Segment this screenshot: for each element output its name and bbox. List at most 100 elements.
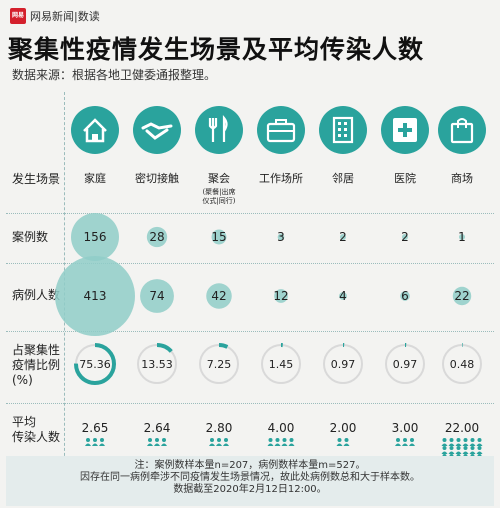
patients-value: 4	[339, 289, 347, 303]
patients-bubble	[339, 292, 347, 300]
person-icon	[274, 443, 281, 446]
person-icon	[409, 443, 415, 446]
row-label-patients: 病例人数	[12, 288, 61, 302]
category-label: 工作场所	[259, 171, 303, 185]
row-label-share-line: 疫情比例	[12, 358, 61, 372]
person-icon	[462, 443, 469, 446]
shopping-bag-icon-body	[450, 122, 474, 144]
person-icon	[395, 443, 401, 446]
share-value: 13.53	[141, 358, 173, 371]
person-icon	[469, 443, 476, 446]
person-icon	[344, 438, 349, 442]
category-label: 医院	[394, 171, 416, 185]
cases-bubble	[340, 234, 346, 240]
person-icon	[155, 438, 159, 442]
category-label: 邻居	[332, 172, 354, 185]
briefcase-icon-body	[266, 122, 296, 143]
person-icon	[217, 438, 221, 442]
person-icon	[275, 438, 280, 442]
person-icon	[209, 443, 215, 446]
person-icon	[449, 446, 454, 450]
building-icon-window	[338, 122, 341, 125]
category-sublabel: (聚餐|出席	[202, 187, 235, 196]
person-icon	[147, 443, 153, 446]
cases-bubble	[277, 233, 285, 241]
building-icon-window	[344, 128, 347, 131]
person-icon	[99, 443, 105, 446]
patients-bubble	[206, 283, 232, 309]
person-icon	[402, 443, 408, 446]
share-value: 75.36	[79, 358, 111, 371]
avg-value: 4.00	[268, 421, 295, 435]
avg-value: 2.65	[82, 421, 109, 435]
patients-value: 22	[454, 289, 469, 303]
person-icon	[455, 451, 462, 454]
person-icon	[267, 443, 274, 446]
person-icon	[477, 446, 482, 450]
category-icon-circle	[319, 106, 367, 154]
cases-bubble	[71, 213, 119, 261]
person-icon	[282, 438, 287, 442]
share-value: 1.45	[269, 358, 294, 371]
person-icon	[336, 443, 343, 446]
person-icon	[456, 438, 461, 442]
row-label-share-line: 占聚集性	[12, 343, 61, 357]
patients-bubble	[452, 286, 472, 306]
chart-title: 聚集性疫情发生场景及平均传染人数	[8, 35, 425, 64]
person-icon	[216, 443, 222, 446]
person-icon	[148, 438, 152, 442]
patients-bubble	[55, 256, 135, 336]
person-icon	[288, 443, 295, 446]
person-icon	[441, 451, 448, 454]
medical-cross-icon-cross	[398, 123, 412, 137]
person-icon	[470, 438, 475, 442]
footnote: 注：案例数样本量n=207，病例数样本量m=527。 因存在同一病例牵涉不同疫情…	[6, 456, 494, 506]
person-icon	[476, 443, 483, 446]
row-label-avg: 平均 传染人数	[12, 415, 60, 445]
person-icon	[86, 438, 90, 442]
person-icon	[210, 438, 214, 442]
category-icon-circle	[71, 106, 119, 154]
building-icon-window	[344, 122, 347, 125]
avg-value: 2.80	[206, 421, 233, 435]
row-label-share: 占聚集性 疫情比例 (%)	[12, 343, 60, 388]
person-icon	[403, 438, 407, 442]
patients-value: 74	[149, 289, 164, 303]
person-icon	[92, 443, 98, 446]
person-icon	[85, 443, 91, 446]
share-arc	[156, 343, 173, 353]
row-label-avg-line: 平均	[12, 415, 37, 429]
row-label-avg-line: 传染人数	[12, 430, 61, 444]
person-icon	[162, 438, 166, 442]
category-label: 家庭	[84, 171, 106, 185]
person-icon	[93, 438, 97, 442]
person-icon	[448, 443, 455, 446]
person-icon	[442, 438, 447, 442]
person-icon	[100, 438, 104, 442]
row-divider	[6, 403, 494, 405]
person-icon	[343, 443, 350, 446]
note-line: 注：案例数样本量n=207，病例数样本量m=527。	[134, 460, 366, 471]
patients-value: 12	[273, 289, 288, 303]
cases-bubble	[146, 226, 168, 248]
cases-value: 2	[401, 230, 409, 244]
house-icon-door	[92, 134, 98, 141]
brand-name: 网易新闻|数读	[30, 10, 100, 23]
person-icon	[456, 446, 461, 450]
person-icon	[224, 438, 228, 442]
cases-bubble	[459, 234, 465, 240]
person-icon	[462, 451, 469, 454]
person-icon	[442, 446, 447, 450]
share-value: 0.97	[393, 358, 418, 371]
note-line: 数据截至2020年2月12日12:00。	[173, 484, 327, 495]
building-icon-window	[338, 128, 341, 131]
person-icon	[449, 438, 454, 442]
person-icon	[337, 438, 342, 442]
person-icon	[470, 446, 475, 450]
patients-bubble	[274, 289, 288, 303]
cases-value: 1	[458, 230, 466, 244]
person-icon	[476, 451, 483, 454]
category-label: 商场	[451, 171, 473, 185]
building-icon-window	[338, 134, 341, 137]
category-label: 密切接触	[135, 171, 179, 185]
